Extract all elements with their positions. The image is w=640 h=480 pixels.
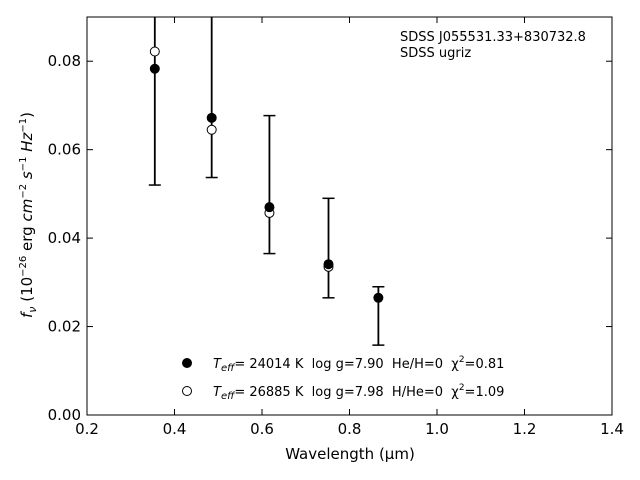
x-tick-label: 1.2 [513,420,537,438]
y-tick-label: 0.08 [48,52,81,70]
observed-point [149,63,160,74]
observed-point [323,259,334,270]
y-tick-label: 0.00 [48,406,81,424]
x-tick-label: 0.4 [163,420,187,438]
annotation-line-2: SDSS ugriz [400,46,471,61]
x-tick-label: 0.8 [338,420,362,438]
x-tick-label: 0.2 [75,420,99,438]
x-tick-label: 1.4 [600,420,624,438]
annotation-line-1: SDSS J055531.33+830732.8 [400,30,586,45]
observed-point [206,112,217,123]
x-tick-label: 1.0 [425,420,449,438]
observed-point [373,292,384,303]
y-tick-label: 0.06 [48,141,81,159]
x-tick-label: 0.6 [250,420,274,438]
legend-marker-filled [182,358,192,368]
model-point [149,46,160,57]
legend-marker-open [182,386,192,396]
plot-layer [148,17,385,346]
ticks-layer: 0.2 0.4 0.6 0.8 1.0 1.2 1.4 0.00 0.02 0.04 0.06 0.0… [48,17,624,438]
legend: Teff= 24014 K log g=7.90 He/H=0 χ2=0.81 … [182,355,504,402]
y-axis-label: fν (10−26 erg cm−2 s−1 Hz−1) [18,112,39,318]
y-tick-label: 0.02 [48,318,81,336]
plot-frame [86,16,613,416]
x-axis-label: Wavelength (μm) [285,445,415,463]
observed-point [264,202,275,213]
model-point [206,124,217,135]
legend-entry-1: Teff= 24014 K log g=7.90 He/H=0 χ2=0.81 [213,355,504,374]
legend-entry-2: Teff= 26885 K log g=7.98 H/He=0 χ2=1.09 [213,383,504,402]
y-tick-label: 0.04 [48,229,81,247]
